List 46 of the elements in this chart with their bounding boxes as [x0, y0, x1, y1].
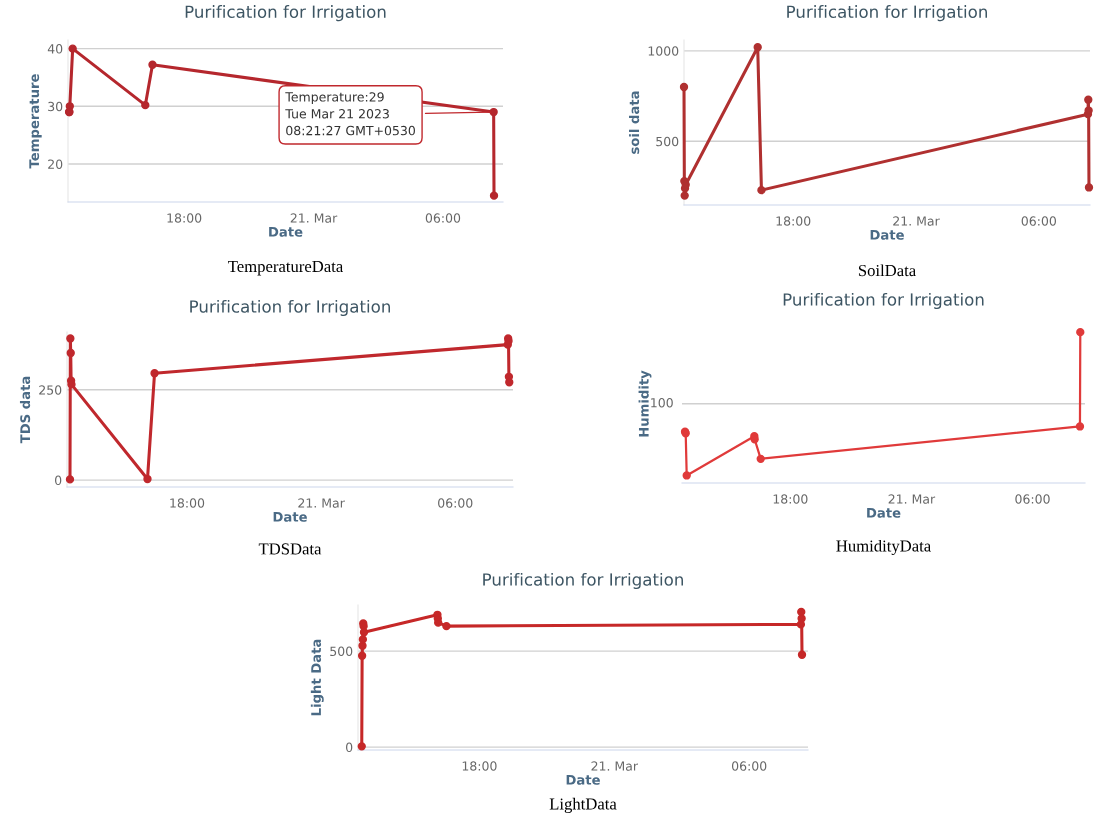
x-axis-title: Date — [566, 775, 600, 785]
x-axis-title: Date — [269, 227, 303, 237]
y-tick-label: 500 — [656, 136, 679, 147]
x-tick-label: 21. Mar — [591, 761, 638, 771]
y-axis-title: TDS data — [19, 376, 31, 444]
x-tick-label: 18:00 — [170, 498, 205, 508]
x-tick-label: 21. Mar — [290, 213, 338, 223]
x-tick-label: 21. Mar — [893, 216, 940, 226]
x-tick-label: 06:00 — [1021, 216, 1056, 226]
x-tick-label: 06:00 — [731, 761, 767, 771]
x-tick-label: 18:00 — [776, 216, 811, 226]
y-axis-title: soil data — [629, 91, 640, 154]
chart-title: Purification for Irrigation — [190, 299, 390, 317]
y-axis-title: Humidity — [638, 370, 652, 437]
y-axis-title: Temperature — [29, 74, 42, 169]
x-tick-label: 18:00 — [462, 761, 497, 771]
y-tick-label: 0 — [55, 475, 62, 486]
y-tick-label: 250 — [39, 385, 62, 395]
annotation: Temperature:29 Tue Mar 21 2023 08:21:27 GMT+0530 — [285, 92, 415, 136]
x-tick-label: 06:00 — [1015, 494, 1050, 504]
y-tick-label: 40 — [47, 44, 63, 54]
chart-title: Purification for Irrigation — [787, 5, 987, 22]
text: SoilData — [858, 264, 916, 277]
text: TDSData — [258, 543, 322, 555]
y-tick-label: 1000 — [648, 46, 679, 56]
y-axis-title: Light Data — [310, 639, 324, 716]
text: LightData — [549, 797, 617, 814]
y-tick-label: 20 — [48, 159, 63, 169]
chart-title: Purification for Irrigation — [185, 5, 386, 22]
y-tick-label: 30 — [48, 101, 63, 112]
y-tick-label: 500 — [330, 646, 353, 657]
x-tick-label: 21. Mar — [298, 498, 345, 508]
x-axis-title: Date — [867, 508, 901, 518]
x-axis-title: Date — [870, 230, 904, 240]
y-tick-label: 0 — [346, 742, 353, 753]
x-axis-title: Date — [273, 512, 307, 522]
chart-title: Purification for Irrigation — [483, 572, 683, 590]
x-tick-label: 18:00 — [167, 213, 202, 223]
text: HumidityData — [836, 539, 931, 556]
text: TemperatureData — [228, 260, 343, 276]
x-tick-label: 21. Mar — [888, 494, 936, 504]
x-tick-label: 06:00 — [438, 498, 473, 508]
x-tick-label: 18:00 — [773, 494, 808, 504]
chart-title: Purification for Irrigation — [783, 292, 984, 310]
text: 100 — [651, 397, 673, 408]
x-tick-label: 06:00 — [425, 213, 461, 223]
